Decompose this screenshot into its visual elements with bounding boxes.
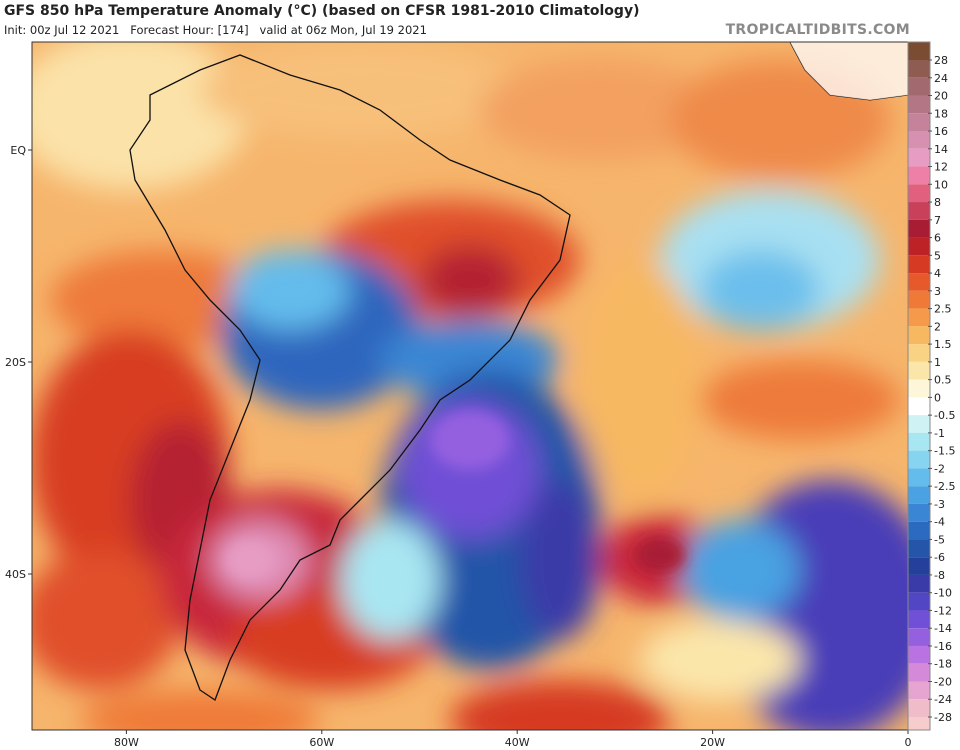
- colorbar-label: 0: [934, 391, 941, 404]
- colorbar-label: 1: [934, 356, 941, 369]
- colorbar-bin: [908, 663, 930, 682]
- colorbar-label: 5: [934, 249, 941, 262]
- colorbar-label: -2.5: [934, 480, 955, 493]
- subtitle: Init: 00z Jul 12 2021 Forecast Hour: [17…: [4, 23, 427, 37]
- colorbar-bin: [908, 415, 930, 433]
- lon-label: 0: [905, 736, 912, 749]
- source: TROPICALTIDBITS.COM: [725, 22, 910, 38]
- colorbar-bin: [908, 699, 930, 717]
- colorbar-frame: [907, 41, 931, 731]
- anomaly-field: [32, 42, 908, 730]
- colorbar-label: 7: [934, 214, 941, 227]
- colorbar-label: 2: [934, 320, 941, 333]
- colorbar-label: 10: [934, 178, 948, 191]
- colorbar-label: -3: [934, 498, 945, 511]
- colorbar-label: 8: [934, 196, 941, 209]
- colorbar-label: 16: [934, 125, 948, 138]
- colorbar-bin: [908, 344, 930, 362]
- colorbar-bin: [908, 60, 930, 78]
- colorbar-bin: [908, 645, 930, 664]
- colorbar-bin: [908, 379, 930, 398]
- colorbar-label: 20: [934, 90, 948, 103]
- colorbar-label: -14: [934, 622, 952, 635]
- lat-label: EQ: [10, 144, 26, 157]
- colorbar-label: 28: [934, 54, 948, 67]
- colorbar-label: 24: [934, 72, 948, 85]
- colorbar-bin: [908, 681, 930, 700]
- colorbar-bin: [908, 361, 930, 380]
- colorbar-label: -5: [934, 533, 945, 546]
- colorbar-label: -6: [934, 551, 945, 564]
- colorbar-bin: [908, 717, 930, 730]
- colorbar-bin: [908, 628, 930, 646]
- lon-label: 20W: [700, 736, 725, 749]
- colorbar-bin: [908, 574, 930, 593]
- colorbar-bin: [908, 95, 930, 114]
- colorbar-label: -12: [934, 604, 952, 617]
- colorbar-bin: [908, 539, 930, 558]
- colorbar-bin: [908, 397, 930, 416]
- colorbar-bin: [908, 166, 930, 185]
- colorbar-bin: [908, 273, 930, 291]
- colorbar-label: 18: [934, 107, 948, 120]
- lon-label: 60W: [309, 736, 334, 749]
- colorbar-bin: [908, 255, 930, 274]
- lon-label: 40W: [505, 736, 530, 749]
- colorbar-bin: [908, 131, 930, 149]
- colorbar-label: 2.5: [934, 303, 952, 316]
- colorbar-bin: [908, 592, 930, 611]
- colorbar-bin: [908, 202, 930, 220]
- colorbar-bin: [908, 486, 930, 504]
- colorbar-label: -0.5: [934, 409, 955, 422]
- colorbar-label: 14: [934, 143, 948, 156]
- lon-label: 80W: [114, 736, 139, 749]
- colorbar-label: -16: [934, 640, 952, 653]
- colorbar-label: 0.5: [934, 374, 952, 387]
- colorbar-label: 1.5: [934, 338, 952, 351]
- lat-label: 40S: [5, 568, 26, 581]
- colorbar-label: 12: [934, 161, 948, 174]
- colorbar-label: 6: [934, 232, 941, 245]
- colorbar-label: -18: [934, 658, 952, 671]
- colorbar-label: -1.5: [934, 445, 955, 458]
- colorbar-label: -1: [934, 427, 945, 440]
- lat-label: 20S: [5, 356, 26, 369]
- colorbar-label: -20: [934, 675, 952, 688]
- colorbar-bin: [908, 42, 930, 60]
- colorbar-label: -2: [934, 462, 945, 475]
- colorbar-bin: [908, 77, 930, 96]
- colorbar-label: 4: [934, 267, 941, 280]
- colorbar-bin: [908, 113, 930, 132]
- colorbar-bin: [908, 450, 930, 469]
- colorbar-bin: [908, 557, 930, 575]
- colorbar-label: -8: [934, 569, 945, 582]
- colorbar-bin: [908, 184, 930, 203]
- colorbar-bin: [908, 503, 930, 522]
- colorbar-bin: [908, 610, 930, 629]
- colorbar-label: 3: [934, 285, 941, 298]
- colorbar-label: -4: [934, 516, 945, 529]
- colorbar-bin: [908, 308, 930, 327]
- colorbar-label: -10: [934, 587, 952, 600]
- colorbar-bin: [908, 521, 930, 540]
- colorbar-bin: [908, 148, 930, 167]
- colorbar-bin: [908, 326, 930, 345]
- colorbar-label: -24: [934, 693, 952, 706]
- colorbar-bin: [908, 432, 930, 451]
- colorbar-label: -28: [934, 711, 952, 724]
- colorbar-bin: [908, 219, 930, 238]
- title: GFS 850 hPa Temperature Anomaly (°C) (ba…: [4, 3, 640, 19]
- colorbar-bin: [908, 237, 930, 256]
- colorbar-bin: [908, 468, 930, 487]
- colorbar-bin: [908, 290, 930, 309]
